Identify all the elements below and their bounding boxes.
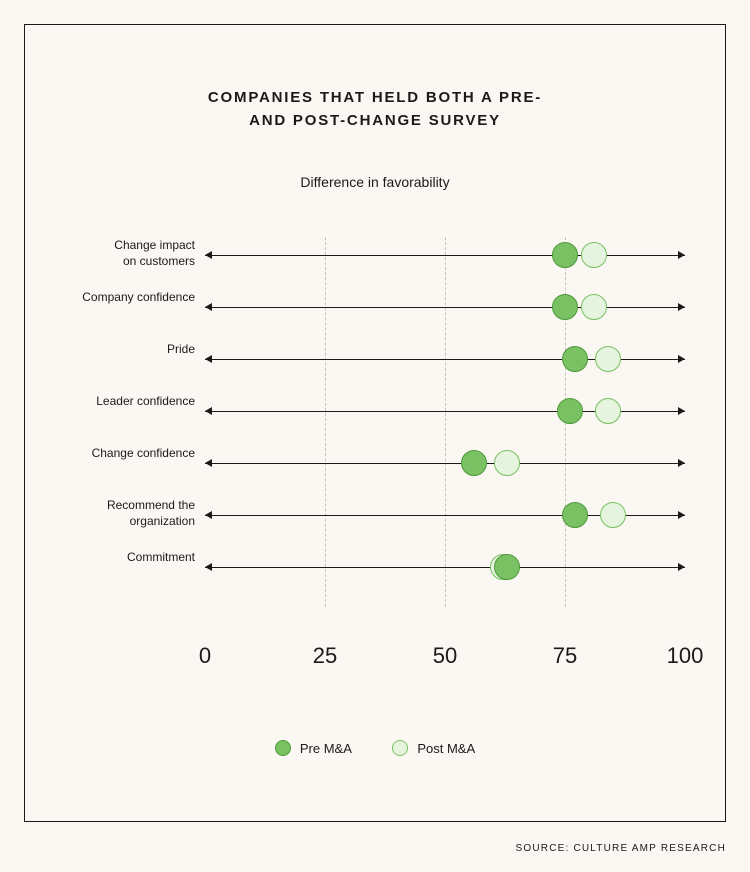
dot-track <box>205 463 685 464</box>
legend-label-pre: Pre M&A <box>300 741 352 756</box>
dot-track <box>205 255 685 256</box>
source-attribution: SOURCE: CULTURE AMP RESEARCH <box>516 843 727 854</box>
title-line-1: COMPANIES THAT HELD BOTH A PRE- <box>208 89 542 106</box>
dot-pre <box>552 294 578 320</box>
chart-subtitle: Difference in favorability <box>25 174 725 190</box>
row-label: Change impacton customers <box>75 237 195 269</box>
dot-track <box>205 411 685 412</box>
x-tick: 50 <box>433 643 457 669</box>
row-label: Commitment <box>75 549 195 565</box>
chart-legend: Pre M&A Post M&A <box>25 740 725 761</box>
dot-track <box>205 567 685 568</box>
chart-row: Pride <box>65 359 685 360</box>
legend-item-pre: Pre M&A <box>275 740 352 756</box>
grid-line <box>445 237 446 607</box>
dot-post <box>494 450 520 476</box>
dot-track <box>205 307 685 308</box>
chart-row: Leader confidence <box>65 411 685 412</box>
legend-dot-pre <box>275 740 291 756</box>
dot-pre <box>461 450 487 476</box>
dot-track <box>205 359 685 360</box>
chart-row: Change impacton customers <box>65 255 685 256</box>
dot-track <box>205 515 685 516</box>
dot-pre <box>562 346 588 372</box>
row-label: Pride <box>75 341 195 357</box>
x-axis-ticks: 0255075100 <box>205 643 685 671</box>
chart-title: COMPANIES THAT HELD BOTH A PRE- AND POST… <box>25 25 725 132</box>
x-tick: 75 <box>553 643 577 669</box>
dot-post <box>581 294 607 320</box>
dot-pre <box>557 398 583 424</box>
chart-row: Company confidence <box>65 307 685 308</box>
x-tick: 25 <box>313 643 337 669</box>
dot-post <box>595 346 621 372</box>
dot-pre <box>494 554 520 580</box>
chart-row: Recommend theorganization <box>65 515 685 516</box>
row-label: Leader confidence <box>75 393 195 409</box>
legend-dot-post <box>392 740 408 756</box>
grid-line <box>325 237 326 607</box>
legend-label-post: Post M&A <box>417 741 475 756</box>
dot-post <box>600 502 626 528</box>
dot-pre <box>562 502 588 528</box>
dot-post <box>595 398 621 424</box>
chart-grid <box>205 243 685 607</box>
row-label: Recommend theorganization <box>75 497 195 529</box>
row-label: Company confidence <box>75 289 195 305</box>
title-line-2: AND POST-CHANGE SURVEY <box>249 112 501 129</box>
chart-area: Change impacton customers Company confide… <box>65 243 685 613</box>
chart-row: Change confidence <box>65 463 685 464</box>
row-label: Change confidence <box>75 445 195 461</box>
x-tick: 100 <box>667 643 704 669</box>
x-tick: 0 <box>199 643 211 669</box>
chart-row: Commitment <box>65 567 685 568</box>
dot-pre <box>552 242 578 268</box>
dot-post <box>581 242 607 268</box>
chart-frame: COMPANIES THAT HELD BOTH A PRE- AND POST… <box>24 24 726 822</box>
legend-item-post: Post M&A <box>392 740 475 756</box>
